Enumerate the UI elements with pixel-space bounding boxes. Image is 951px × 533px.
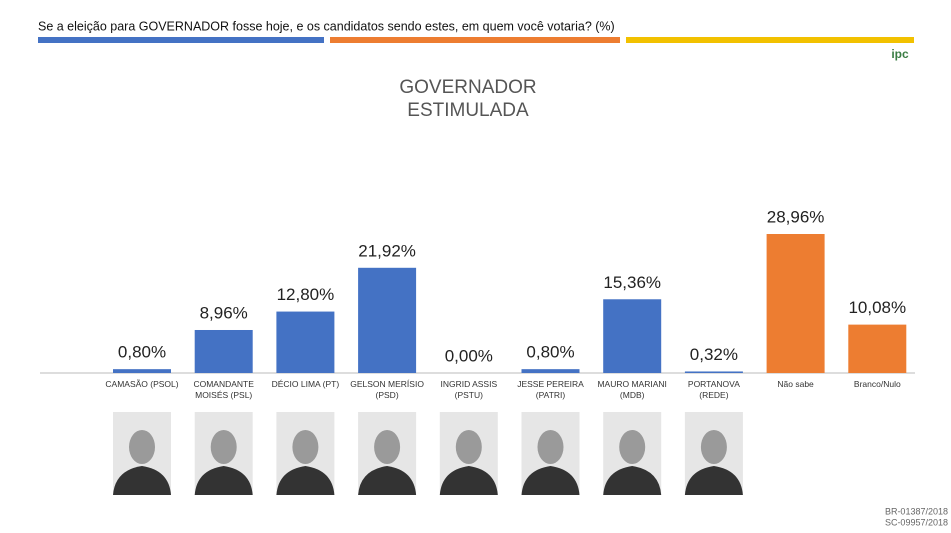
value-label: 0,00% <box>445 346 493 365</box>
candidate-photo <box>276 412 335 495</box>
category-label: JESSE PEREIRA (PATRI) <box>517 379 584 400</box>
bar <box>194 329 253 373</box>
photo-part <box>603 466 662 495</box>
photo-part <box>521 466 580 495</box>
value-label: 15,36% <box>603 273 661 292</box>
category-label: Não sabe <box>777 379 814 389</box>
bar <box>603 299 662 373</box>
candidate-photo <box>113 412 171 495</box>
footer-code: BR-01387/2018 <box>885 506 948 516</box>
photo-part <box>439 466 498 495</box>
photo-part <box>292 430 319 464</box>
value-label: 12,80% <box>277 285 335 304</box>
value-label: 8,96% <box>200 303 248 322</box>
category-label: PORTANOVA (REDE) <box>687 379 740 400</box>
header-band <box>38 37 324 43</box>
photo-part <box>684 466 743 495</box>
photo-part <box>537 430 564 464</box>
photo-part <box>276 466 335 495</box>
category-label: DÉCIO LIMA (PT) <box>271 379 340 389</box>
category-label: INGRID ASSIS (PSTU) <box>440 379 498 400</box>
candidate-photo <box>194 412 253 495</box>
candidate-photo <box>521 412 580 495</box>
bar <box>684 371 743 373</box>
value-label: 28,96% <box>767 207 825 226</box>
logo: ipc <box>891 47 909 61</box>
value-label: 0,80% <box>118 343 166 362</box>
bar <box>358 267 417 373</box>
candidate-photo <box>603 412 662 495</box>
candidate-photo <box>439 412 498 495</box>
photo-part <box>113 466 171 495</box>
header-band <box>626 37 914 43</box>
value-label: 0,32% <box>690 345 738 364</box>
category-label: GELSON MERÍSIO (PSD) <box>350 379 424 400</box>
photo-part <box>210 430 237 464</box>
value-label: 10,08% <box>848 298 906 317</box>
photo-part <box>455 430 482 464</box>
photo-part <box>194 466 253 495</box>
category-label: MAURO MARIANI (MDB) <box>597 379 667 400</box>
chart-title: GOVERNADOR <box>399 77 536 98</box>
candidate-photo <box>684 412 743 495</box>
chart-subtitle: ESTIMULADA <box>407 100 529 121</box>
bar <box>766 234 825 373</box>
value-label: 21,92% <box>358 241 416 260</box>
category-label: COMANDANTE MOISÉS (PSL) <box>193 379 254 400</box>
category-label: CAMASÃO (PSOL) <box>105 379 179 389</box>
question: Se a eleição para GOVERNADOR fosse hoje,… <box>38 19 615 33</box>
footer-code: SC-09957/2018 <box>885 517 948 527</box>
bar <box>848 324 907 373</box>
bar <box>521 369 580 373</box>
photo-part <box>700 430 727 464</box>
candidate-photo <box>358 412 417 495</box>
value-label: 0,80% <box>526 343 574 362</box>
bar <box>276 311 335 373</box>
header-band <box>330 37 620 43</box>
photo-part <box>374 430 401 464</box>
photo-part <box>129 430 155 464</box>
photo-part <box>358 466 417 495</box>
category-label: Branco/Nulo <box>853 379 901 389</box>
photo-part <box>619 430 646 464</box>
bar <box>113 369 171 373</box>
